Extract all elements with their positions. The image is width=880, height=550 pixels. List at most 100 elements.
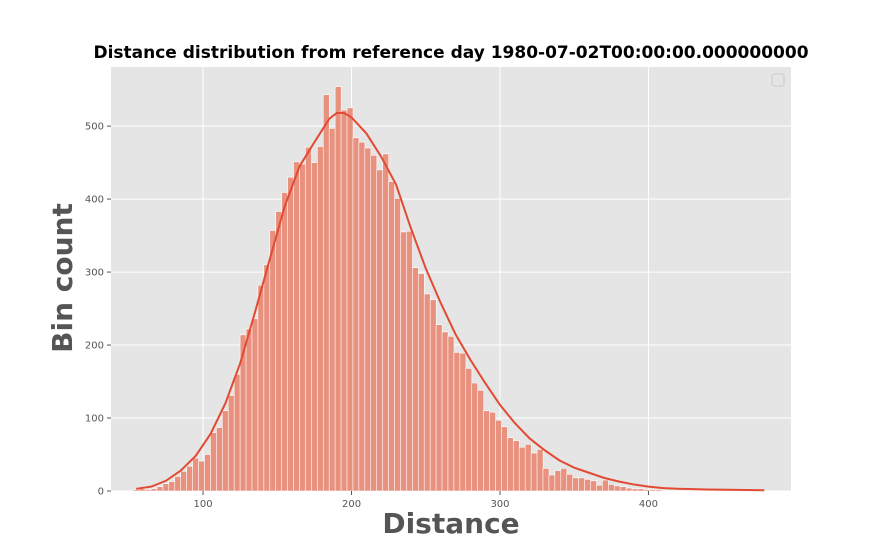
histogram-bar: [406, 230, 413, 492]
histogram-bar: [192, 457, 199, 492]
histogram-bar: [322, 94, 330, 492]
histogram-bar: [132, 489, 140, 492]
histogram-bar: [453, 352, 461, 492]
histogram-bar: [346, 107, 354, 492]
histogram-bar: [518, 446, 526, 492]
histogram-bar: [150, 488, 158, 492]
histogram-bar: [382, 153, 390, 492]
histogram-bar: [227, 395, 235, 492]
histogram-bar: [512, 440, 520, 492]
histogram-bar: [530, 452, 538, 492]
histogram-bar: [477, 389, 485, 492]
histogram-bar: [572, 477, 580, 492]
y-ticks: 0 100 200 300 400 500: [85, 122, 111, 498]
histogram-bar: [287, 176, 294, 492]
y-tick-label: 300: [85, 268, 104, 279]
histogram-bar: [429, 299, 437, 492]
x-tick-label: 200: [342, 499, 361, 510]
histogram-bar: [584, 479, 591, 492]
y-tick-label: 100: [85, 414, 104, 425]
histogram-bar: [156, 486, 164, 492]
histogram-bar: [299, 163, 306, 492]
histogram-bar: [275, 211, 283, 492]
histogram-bar: [602, 479, 609, 492]
histogram-bar: [441, 331, 449, 492]
histogram-bar: [489, 411, 496, 492]
histogram-bar: [613, 485, 621, 492]
histogram-bar: [691, 489, 698, 492]
histogram-bar: [608, 484, 615, 492]
histogram-bar: [317, 146, 324, 492]
histogram-bar: [221, 410, 229, 492]
histogram-bar: [233, 373, 241, 492]
y-tick-label: 400: [85, 195, 104, 206]
histogram-bar: [245, 328, 253, 492]
x-axis-label: Distance: [382, 507, 519, 540]
x-tick-label: 400: [639, 499, 658, 510]
histogram-bar: [174, 476, 182, 492]
histogram-bar: [269, 230, 277, 492]
histogram-bar: [524, 443, 532, 492]
histogram-bar: [293, 161, 300, 492]
histogram-bar: [566, 473, 574, 492]
histogram-bar: [631, 488, 639, 492]
histogram-bar: [186, 465, 194, 492]
histogram-bar: [619, 486, 627, 492]
histogram-bar: [400, 231, 407, 492]
histogram-bar: [358, 141, 366, 492]
histogram-bar: [204, 454, 211, 492]
histogram-bar: [328, 128, 336, 492]
histogram-bar: [447, 335, 455, 492]
histogram-bar: [257, 284, 265, 492]
histogram-bar: [162, 483, 170, 492]
histogram-bar: [471, 382, 479, 492]
histogram-bar: [679, 489, 686, 492]
bars: [132, 86, 758, 492]
histogram-bar: [649, 489, 657, 492]
histogram-bar: [364, 147, 372, 492]
histogram-bar: [661, 489, 669, 492]
histogram-bar: [536, 449, 544, 492]
x-ticks: 100 200 300 400: [194, 491, 658, 510]
histogram-bar: [340, 109, 348, 492]
histogram-bar: [263, 264, 271, 492]
histogram-bar: [667, 489, 675, 492]
histogram-bar: [210, 432, 217, 492]
histogram-bar: [548, 474, 556, 492]
y-tick-label: 200: [85, 341, 104, 352]
histogram-bar: [578, 477, 585, 492]
histogram-bar: [180, 470, 188, 492]
histogram-bar: [643, 489, 651, 492]
histogram-bar: [412, 267, 419, 492]
histogram-bar: [554, 470, 562, 492]
histogram-bar: [596, 484, 603, 492]
histogram-bar: [495, 419, 502, 492]
histogram-bar: [465, 368, 473, 492]
histogram-bar: [560, 468, 568, 492]
histogram-bar: [501, 426, 508, 492]
histogram-bar: [251, 318, 259, 492]
histogram-bar: [417, 273, 425, 492]
y-tick-label: 0: [98, 487, 104, 498]
histogram-bar: [168, 481, 176, 492]
histogram-bar: [388, 181, 395, 492]
histogram-bar: [673, 489, 681, 492]
y-tick-label: 500: [85, 122, 104, 133]
histogram-bar: [423, 293, 431, 492]
histogram-bar: [542, 468, 550, 492]
x-tick-label: 300: [490, 499, 509, 510]
legend-box: [771, 73, 785, 87]
histogram-bar: [459, 352, 467, 492]
kde-line: [136, 111, 765, 492]
histogram-bar: [281, 192, 289, 492]
histogram-bar: [655, 489, 663, 492]
histogram-bar: [637, 488, 645, 492]
histogram-bar: [507, 437, 514, 492]
histogram-bar: [394, 198, 401, 492]
histogram-bar: [685, 489, 692, 492]
histogram-bar: [311, 162, 318, 492]
histogram-bar: [334, 86, 342, 492]
histogram-bar: [370, 155, 378, 492]
histogram-bar: [435, 324, 443, 492]
